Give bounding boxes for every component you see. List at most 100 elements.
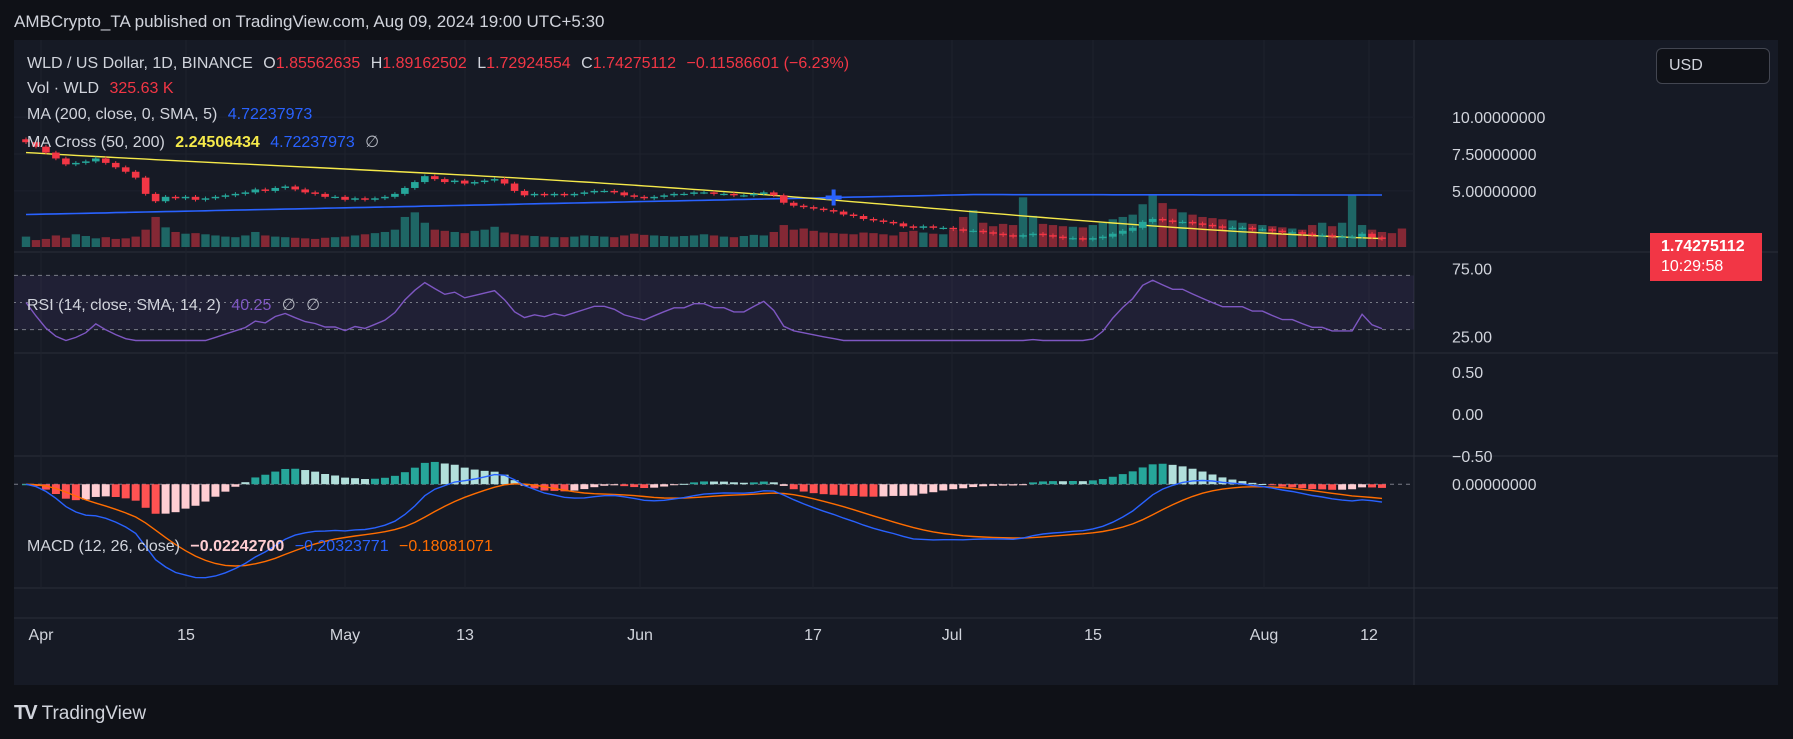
volume-bar (1258, 225, 1267, 247)
chart-svg[interactable]: 10.00000000 7.50000000 5.00000000 Apr 15 May 1… (14, 40, 1778, 685)
volume-legend: Vol · WLD 325.63 K (27, 80, 180, 98)
macd-histogram-bar (1268, 484, 1277, 486)
volume-bar (71, 234, 81, 247)
macd-histogram-bar (361, 479, 369, 485)
volume-bar (789, 229, 798, 247)
candle-body (1268, 229, 1277, 231)
macd-histogram-bar (261, 474, 270, 485)
candle-body (1138, 221, 1147, 228)
candle-body (1109, 233, 1117, 237)
macd-histogram-bar (729, 482, 738, 485)
candle-body (520, 190, 529, 196)
candle-body (939, 227, 948, 230)
macd-histogram-bar (1328, 484, 1337, 490)
volume-bar (261, 235, 270, 247)
volume-bar (500, 232, 509, 247)
ma-cross-legend: MA Cross (50, 200) 2.24506434 4.72237973… (27, 132, 385, 152)
ohlc-close: C1.74275112 (581, 55, 677, 72)
candle-body (650, 196, 658, 199)
candle-body (371, 198, 379, 200)
macd-histogram-bar (1098, 479, 1107, 485)
candle-body (1288, 232, 1297, 234)
volume-bar (440, 230, 449, 247)
volume-bar (1088, 225, 1098, 247)
candle-body (1358, 233, 1366, 237)
macd-histogram-bar (1068, 480, 1077, 485)
macd-label[interactable]: MACD (12, 26, close) (27, 538, 180, 555)
candle-body (361, 198, 369, 200)
candle-body (1198, 223, 1207, 225)
ma-label[interactable]: MA (200, close, 0, SMA, 5) (27, 106, 218, 123)
macd-histogram-bar (1058, 481, 1067, 485)
chart-container[interactable]: 10.00000000 7.50000000 5.00000000 Apr 15 May 1… (14, 40, 1778, 685)
candle-body (62, 158, 70, 165)
volume-bar (1337, 222, 1347, 247)
candle-body (1089, 238, 1097, 240)
volume-bar (1018, 197, 1028, 247)
volume-bar (281, 237, 290, 247)
macd-histogram-bar (1348, 484, 1357, 490)
volume-bar (749, 234, 759, 247)
publisher-info: AMBCrypto_TA published on TradingView.co… (14, 12, 605, 31)
macd-histogram-bar (610, 484, 619, 486)
volume-bar (410, 212, 420, 247)
time-axis-tick: Jul (942, 627, 962, 644)
macd-legend: MACD (12, 26, close) −0.02242700 −0.2032… (27, 538, 499, 556)
ma-value: 4.72237973 (227, 106, 313, 123)
macd-histogram-bar (809, 484, 818, 494)
macd-histogram-bar (939, 484, 948, 491)
currency-selector-button[interactable]: USD (1656, 48, 1770, 84)
macd-histogram-bar (450, 464, 459, 485)
candle-body (510, 183, 519, 191)
time-axis-tick: Jun (627, 627, 653, 644)
tradingview-logo[interactable]: TV TradingView (14, 702, 146, 725)
candle-body (82, 161, 90, 163)
volume-bar (1347, 195, 1357, 247)
volume-label[interactable]: Vol · WLD (27, 80, 100, 97)
ma-cross-label[interactable]: MA Cross (50, 200) (27, 134, 165, 151)
volume-bar (988, 226, 998, 247)
volume-bar (929, 233, 938, 247)
macd-histogram-bar (819, 484, 828, 495)
volume-bar (759, 235, 769, 247)
macd-histogram-bar (620, 484, 629, 487)
macd-histogram-bar (321, 474, 330, 485)
volume-bar (659, 236, 669, 247)
candle-body (979, 230, 987, 233)
candle-body (1079, 238, 1087, 240)
macd-histogram-bar (1218, 477, 1227, 485)
macd-histogram-bar (979, 484, 988, 487)
ohlc-high: H1.89162502 (370, 55, 467, 72)
macd-histogram-bar (600, 484, 609, 486)
volume-bar (111, 238, 120, 247)
rsi-value: 40.25 (231, 297, 272, 314)
macd-histogram-bar (1168, 464, 1177, 485)
candle-body (1328, 235, 1336, 237)
candle-body (560, 193, 569, 196)
time-axis-tick: 17 (804, 627, 822, 644)
candle-body (311, 192, 319, 194)
candle-body (530, 193, 539, 196)
volume-bar (689, 235, 699, 247)
candle-body (570, 193, 579, 196)
volume-bar (340, 236, 350, 247)
volume-bar (460, 233, 469, 247)
rsi-label[interactable]: RSI (14, close, SMA, 14, 2) (27, 297, 221, 314)
volume-bar (1178, 212, 1187, 247)
macd-histogram-bar (530, 484, 539, 489)
price-axis-tick: 5.00000000 (1452, 184, 1537, 201)
candle-body (201, 198, 210, 200)
macd-histogram-bar (1118, 474, 1127, 485)
macd-histogram-bar (341, 477, 350, 485)
candle-body (291, 186, 299, 190)
candle-body (381, 196, 389, 199)
volume-bar (1387, 233, 1397, 247)
volume-bar (370, 233, 380, 247)
macd-histogram-bar (121, 484, 130, 499)
macd-histogram-bar (1288, 484, 1297, 488)
candle-body (450, 180, 459, 183)
candle-body (411, 182, 419, 188)
candle-body (829, 210, 838, 212)
symbol-name[interactable]: WLD / US Dollar, 1D, BINANCE (27, 55, 253, 72)
candle-body (879, 220, 888, 222)
